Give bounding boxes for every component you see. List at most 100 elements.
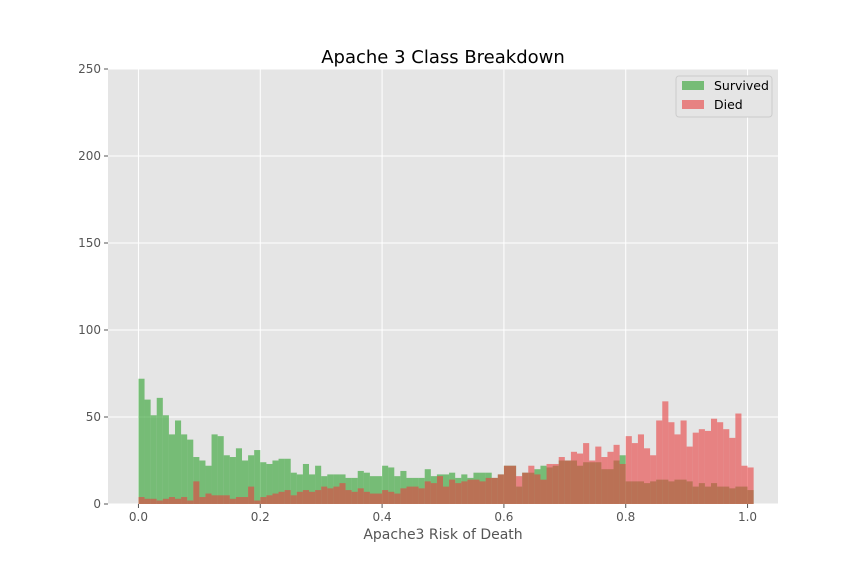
axis-ticks: 0.0 0.2 0.4 0.6 0.8 1.0 0 50 100 150 200 250: [78, 62, 757, 524]
bar-survived: [168, 434, 175, 504]
bar-died: [205, 493, 212, 504]
bar-died: [711, 418, 718, 504]
bar-died: [467, 479, 474, 504]
bar-died: [309, 491, 316, 504]
bar-died: [570, 451, 577, 504]
bar-survived: [284, 458, 291, 504]
bar-died: [637, 434, 644, 504]
bar-survived: [193, 457, 200, 504]
bar-died: [625, 436, 632, 504]
bar-died: [327, 488, 334, 504]
bar-died: [162, 498, 169, 504]
bar-died: [333, 486, 340, 504]
bar-died: [430, 483, 437, 504]
bar-died: [242, 497, 249, 504]
bar-died: [351, 491, 358, 504]
bar-died: [363, 491, 370, 504]
bar-survived: [315, 465, 322, 504]
legend-label-died: Died: [714, 97, 743, 112]
bar-died: [534, 474, 541, 504]
bar-died: [717, 422, 724, 504]
bar-died: [455, 483, 462, 504]
bar-died: [266, 495, 273, 504]
bar-died: [698, 429, 705, 504]
bar-died: [357, 488, 364, 504]
bar-died: [583, 443, 590, 504]
bar-survived: [156, 397, 163, 504]
bar-died: [376, 493, 383, 504]
bar-survived: [394, 476, 401, 504]
bar-survived: [302, 463, 309, 504]
bar-survived: [248, 455, 255, 504]
bar-died: [321, 486, 328, 504]
bar-died: [552, 463, 559, 504]
chart-title: Apache 3 Class Breakdown: [321, 47, 565, 68]
bar-survived: [369, 476, 376, 504]
bar-survived: [211, 434, 218, 504]
bar-died: [577, 453, 584, 504]
y-tick-label: 100: [78, 323, 101, 337]
x-tick-label: 0.6: [494, 510, 513, 524]
bar-died: [235, 497, 242, 504]
bar-died: [503, 465, 510, 504]
bar-died: [473, 479, 480, 504]
bar-died: [662, 401, 669, 504]
bar-survived: [138, 378, 145, 504]
bar-survived: [388, 467, 395, 504]
bar-survived: [217, 436, 224, 504]
bar-died: [388, 491, 395, 504]
bar-died: [497, 474, 504, 504]
legend-swatch-died: [682, 100, 704, 109]
bar-died: [631, 443, 638, 504]
bar-died: [260, 497, 267, 504]
bar-survived: [296, 474, 303, 504]
bar-died: [424, 481, 431, 504]
bar-survived: [266, 463, 273, 504]
x-tick-label: 0.2: [251, 510, 270, 524]
bar-died: [278, 491, 285, 504]
bar-died: [296, 491, 303, 504]
bar-died: [589, 460, 596, 504]
bar-died: [181, 497, 188, 504]
bar-survived: [254, 450, 261, 504]
bar-survived: [187, 439, 194, 504]
bar-died: [168, 497, 175, 504]
bar-survived: [260, 462, 267, 504]
bar-died: [315, 490, 322, 504]
bar-died: [650, 455, 657, 504]
bar-died: [680, 420, 687, 504]
bar-survived: [309, 474, 316, 504]
bar-died: [613, 444, 620, 504]
bar-survived: [357, 470, 364, 504]
bar-died: [674, 434, 681, 504]
bar-died: [144, 498, 151, 504]
bar-died: [449, 479, 456, 504]
bar-died: [516, 476, 523, 504]
y-tick-label: 0: [93, 497, 101, 511]
bar-died: [406, 486, 413, 504]
bar-survived: [162, 415, 169, 504]
y-tick-label: 250: [78, 62, 101, 76]
bar-died: [394, 493, 401, 504]
x-axis-label: Apache3 Risk of Death: [363, 527, 522, 543]
bar-died: [229, 498, 236, 504]
bar-died: [522, 472, 529, 504]
bar-died: [223, 495, 230, 504]
bar-survived: [376, 476, 383, 504]
bar-survived: [223, 455, 230, 504]
x-tick-label: 0.8: [616, 510, 635, 524]
bar-survived: [400, 470, 407, 504]
bar-died: [741, 465, 748, 504]
bar-died: [382, 490, 389, 504]
y-tick-label: 50: [86, 410, 101, 424]
bar-died: [443, 486, 450, 504]
bar-survived: [242, 460, 249, 504]
bar-survived: [175, 420, 182, 504]
bar-died: [540, 479, 547, 504]
bar-survived: [150, 415, 157, 504]
legend-swatch-survived: [682, 81, 704, 90]
bar-died: [248, 486, 255, 504]
bar-survived: [290, 472, 297, 504]
bar-died: [272, 493, 279, 504]
